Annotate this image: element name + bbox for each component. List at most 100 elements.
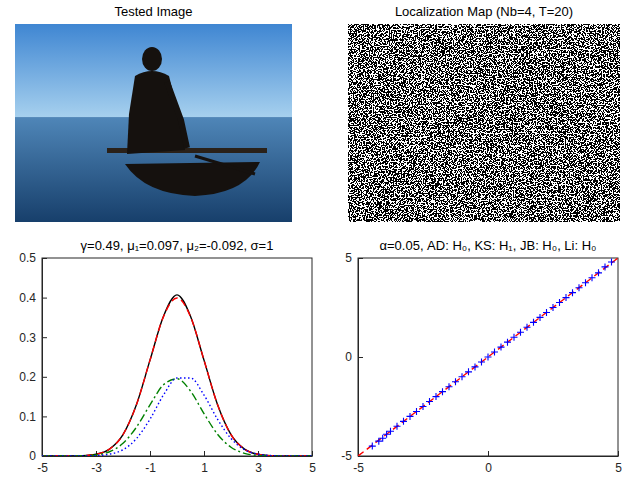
axis-line [43,456,313,457]
localization-map [348,24,620,222]
tick-label: -3 [91,461,102,475]
point [537,314,544,321]
axis-line [359,456,619,457]
point [459,373,466,380]
series-line [42,379,312,456]
tick-label: 5 [309,461,316,475]
tick-label: 0 [485,461,492,475]
tick: 0.3 [19,331,47,345]
tick-mark [358,258,363,259]
point [426,398,433,405]
y-axis: 0 0.1 0.2 0.3 0.4 0.5 [19,251,47,463]
tick-label: -1 [145,461,156,475]
point [439,388,446,395]
point [595,269,602,276]
panel: Localization Map (Nb=4, T=20) [348,4,620,222]
x-axis: -5 -3 -1 1 3 5 [37,451,316,475]
photo-arm [167,82,187,148]
lines [42,295,312,456]
tick: -1 [145,451,156,475]
point [576,284,583,291]
point [602,263,609,270]
point [478,358,485,365]
tick-label: 0.3 [19,331,36,345]
panel-title: α=0.05, AD: H₀, KS: H₁, JB: H₀, Li: H₀ [379,238,596,253]
tick-mark [42,298,47,299]
tick-label: -5 [37,461,48,475]
tick-label: 5 [615,461,622,475]
series-line [42,378,312,456]
point [517,329,524,336]
y-axis: -5 0 5 [341,251,363,463]
tick: 0 [29,449,47,463]
tick-label: 0 [345,350,352,364]
point [589,274,596,281]
point [433,393,440,400]
tick-label: 0 [29,449,36,463]
tick-label: 0.2 [19,370,36,384]
tick-label: -5 [353,461,364,475]
point [543,309,550,316]
map-background [348,24,620,222]
point [498,344,505,351]
tick: 0 [485,451,492,475]
point [582,279,589,286]
tick: 1 [201,451,208,475]
point [452,378,459,385]
panel-title: γ=0.49, μ₁=0.097, μ₂=-0.092, σ=1 [81,238,274,253]
point [530,319,537,326]
point [407,413,414,420]
tick-mark [42,377,47,378]
plot-frame [358,258,618,456]
panel: α=0.05, AD: H₀, KS: H₁, JB: H₀, Li: H₀ -5… [341,238,622,475]
tick-label: 0.5 [19,251,36,265]
point [485,354,492,361]
tick-mark [150,451,151,456]
series-line [42,295,312,456]
tick: 0.5 [19,251,47,265]
tick: 0.2 [19,370,47,384]
tick: 0.1 [19,410,47,424]
tick-mark [358,456,363,457]
tick-label: 0.1 [19,410,36,424]
point [569,289,576,296]
tick-label: 3 [255,461,262,475]
tick-label: 0.4 [19,291,36,305]
lines [358,258,618,456]
figure-svg: Tested Image Localization Map (Nb=4, T=20… [0,0,642,483]
point [394,423,401,430]
tick-label: 1 [201,461,208,475]
point [550,304,557,311]
points [369,258,615,449]
tick: -5 [341,449,363,463]
series-line [358,258,618,456]
point [524,324,531,331]
tick-label: 5 [345,251,352,265]
panel: γ=0.49, μ₁=0.097, μ₂=-0.092, σ=1 -5 -3 -1 1 3… [19,238,316,475]
axis-line [42,259,43,457]
photo-head [142,47,162,71]
panel-title: Tested Image [114,4,192,19]
tick-mark [618,451,619,456]
point [472,363,479,370]
point [379,435,386,442]
tick-label: -5 [341,449,352,463]
point [504,339,511,346]
tick-mark [42,416,47,417]
point [369,443,376,450]
tick-mark [42,456,47,457]
tick: 5 [615,451,622,475]
plot-area [358,258,618,456]
point [608,258,615,265]
plot-area [42,295,312,456]
tick: 5 [345,251,363,265]
point [511,334,518,341]
point [465,368,472,375]
point [387,428,394,435]
tick: 0 [345,350,363,364]
tick: 0.4 [19,291,47,305]
tick-mark [42,337,47,338]
panel-title: Localization Map (Nb=4, T=20) [395,4,573,19]
photo-canoe [125,162,260,196]
tick-mark [312,451,313,456]
